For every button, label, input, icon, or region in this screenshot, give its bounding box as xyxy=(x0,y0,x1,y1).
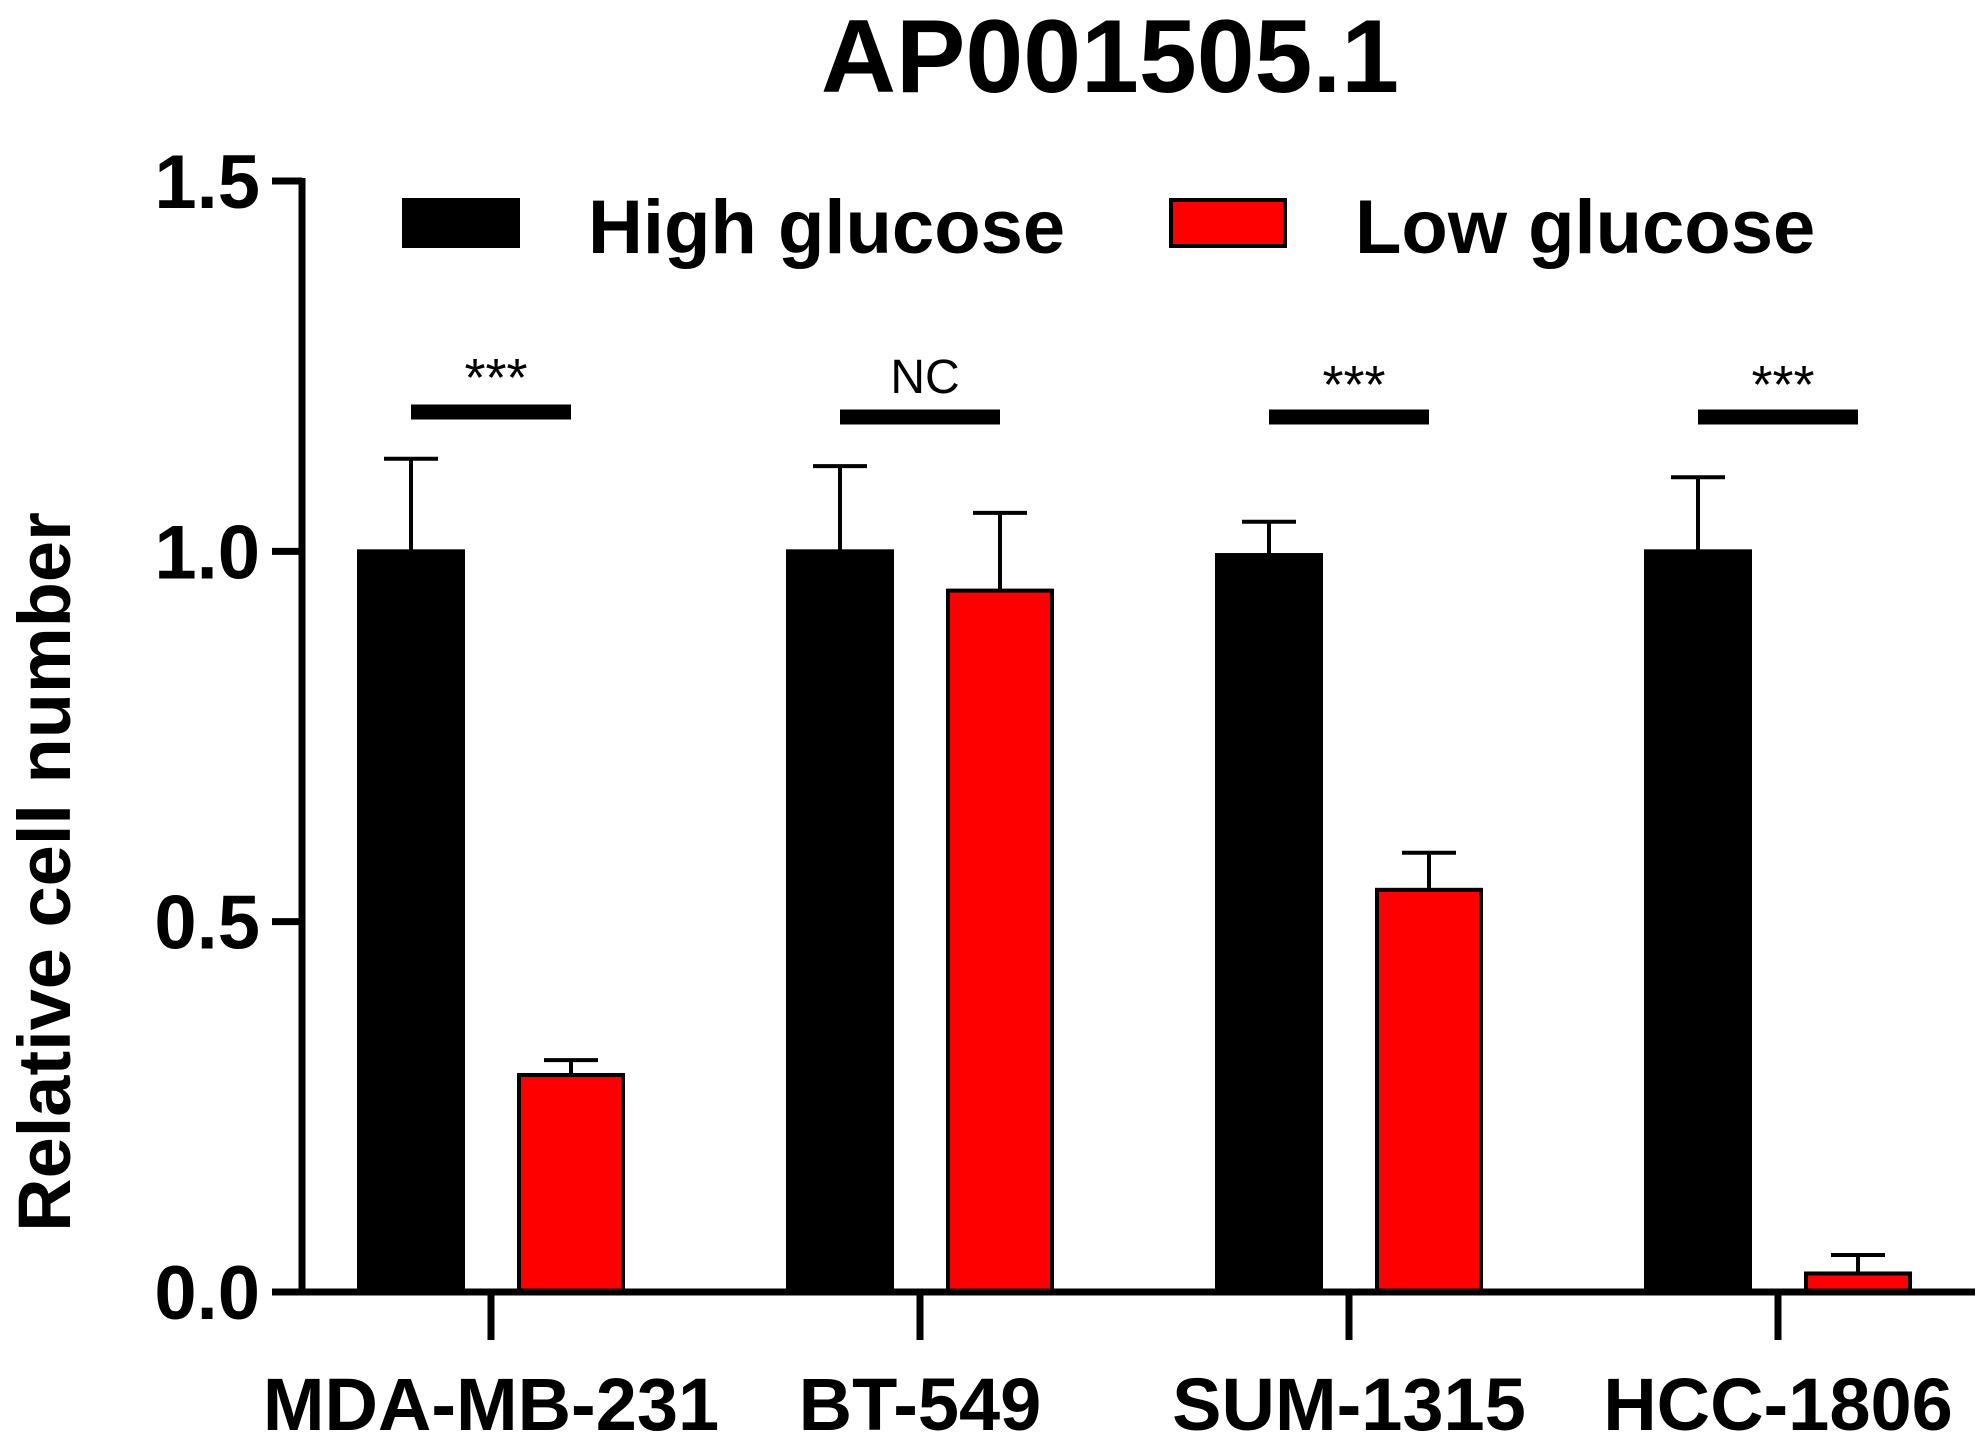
legend-swatch-low-glucose xyxy=(1169,198,1287,248)
bar-high-glucose-mda-mb-231 xyxy=(357,549,465,1294)
y-tick-label: 1.0 xyxy=(154,510,260,595)
y-axis-title: Relative cell number xyxy=(3,512,86,1232)
y-tick-label: 0.5 xyxy=(154,881,260,966)
x-tick-label: HCC-1806 xyxy=(1603,1363,1953,1442)
bar-high-glucose-bt-549 xyxy=(786,549,894,1294)
x-axis: MDA-MB-231 BT-549 SUM-1315 HCC-1806 xyxy=(263,1288,1975,1442)
significance-label: *** xyxy=(1751,355,1814,415)
chart-title: AP001505.1 xyxy=(821,0,1399,115)
bar-high-glucose-hcc-1806 xyxy=(1644,549,1752,1294)
legend-label-high-glucose: High glucose xyxy=(588,185,1065,270)
bar-low-glucose-bt-549 xyxy=(946,588,1054,1294)
x-tick-label: BT-549 xyxy=(799,1363,1042,1442)
significance-label: NC xyxy=(890,351,959,404)
bar-low-glucose-mda-mb-231 xyxy=(517,1072,625,1294)
bars xyxy=(357,549,1912,1294)
significance-marks: *** NC *** *** xyxy=(411,348,1858,425)
significance-label: *** xyxy=(1322,355,1385,415)
y-axis: 0.0 0.5 1.0 1.5 xyxy=(154,140,306,1336)
x-tick-label: MDA-MB-231 xyxy=(263,1363,719,1442)
y-tick-label: 0.0 xyxy=(154,1251,260,1336)
significance-label: *** xyxy=(464,348,527,408)
legend-swatch-high-glucose xyxy=(402,198,520,248)
legend-label-low-glucose: Low glucose xyxy=(1355,185,1815,270)
bar-high-glucose-sum-1315 xyxy=(1215,553,1323,1294)
legend: High glucose Low glucose xyxy=(402,185,1815,270)
y-tick-label: 1.5 xyxy=(154,140,260,225)
x-tick-label: SUM-1315 xyxy=(1172,1363,1526,1442)
bar-low-glucose-sum-1315 xyxy=(1375,887,1483,1294)
error-bars xyxy=(384,456,1885,1274)
